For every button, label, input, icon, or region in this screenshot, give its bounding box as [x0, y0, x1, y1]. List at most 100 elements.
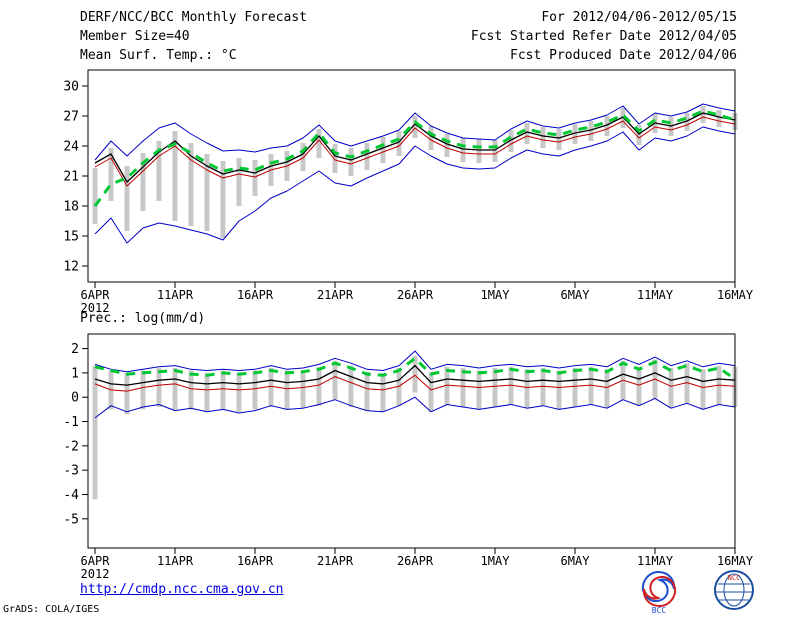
- x-tick-label: 16MAY: [717, 554, 754, 568]
- x-tick-label: 6APR: [81, 554, 111, 568]
- member-spread-bar: [588, 121, 594, 141]
- member-spread-bar: [364, 371, 370, 411]
- ncc-meridian: [723, 573, 745, 607]
- member-size-label: Member Size=40: [80, 29, 190, 44]
- x-tick-label: 21APR: [317, 288, 354, 302]
- member-spread-bar: [668, 368, 674, 409]
- ncc-outer-circle: [714, 570, 754, 610]
- member-spread-bar: [172, 131, 178, 221]
- member-spread-bar: [396, 368, 402, 406]
- y-tick-label: 0: [71, 391, 79, 406]
- member-spread-bar: [508, 366, 514, 405]
- member-spread-bar: [316, 366, 322, 406]
- forecast-period-label: For 2012/04/06-2012/05/15: [541, 10, 737, 25]
- member-spread-bar: [220, 161, 226, 238]
- member-spread-bar: [684, 363, 690, 404]
- series-control-run: [94, 116, 736, 187]
- y-tick-label: 21: [63, 170, 79, 185]
- member-spread-bar: [220, 370, 226, 410]
- y-tick-label: -3: [63, 464, 79, 479]
- x-tick-label: 11MAY: [637, 554, 674, 568]
- member-spread-bar: [460, 368, 466, 407]
- member-spread-bar: [252, 370, 258, 410]
- x-tick-label: 1MAY: [481, 288, 511, 302]
- series-observation: [93, 109, 736, 207]
- x-tick-label: 11MAY: [637, 288, 674, 302]
- member-spread-bar: [300, 143, 306, 171]
- bcc-logo-label: BCC: [652, 606, 667, 614]
- temperature-panel-title: Mean Surf. Temp.: °C: [80, 48, 237, 63]
- member-spread-bar: [204, 372, 210, 412]
- page-title: DERF/NCC/BCC Monthly Forecast: [80, 10, 307, 25]
- member-spread-bar: [492, 140, 498, 162]
- member-spread-bar: [204, 154, 210, 231]
- member-spread-bar: [348, 148, 354, 176]
- x-tick-label: 26APR: [397, 288, 434, 302]
- member-spread-bar: [108, 148, 114, 201]
- member-spread-bar: [236, 158, 242, 206]
- website-link[interactable]: http://cmdp.ncc.cma.gov.cn: [80, 582, 284, 597]
- member-spread-bar: [92, 168, 98, 224]
- produced-date-label: Fcst Produced Date 2012/04/06: [510, 48, 737, 63]
- y-tick-label: 30: [63, 80, 79, 95]
- member-spread-bar: [428, 371, 434, 412]
- y-tick-label: 1: [71, 366, 79, 381]
- member-spread-bar: [332, 360, 338, 400]
- member-spread-bar: [172, 368, 178, 410]
- x-tick-label: 6APR: [81, 288, 111, 302]
- member-spread-bar: [268, 368, 274, 407]
- x-tick-label: 21APR: [317, 554, 354, 568]
- x-tick-label: 6MAY: [561, 554, 591, 568]
- member-spread-bar: [492, 368, 498, 407]
- series-ensemble-max: [94, 350, 736, 373]
- bcc-swirl-blue: [641, 570, 676, 603]
- member-spread-bar: [684, 113, 690, 131]
- x-tick-label: 1MAY: [481, 554, 511, 568]
- refer-date-label: Fcst Started Refer Date 2012/04/05: [470, 29, 737, 44]
- y-tick-label: -2: [63, 439, 79, 454]
- member-spread-bar: [252, 160, 258, 196]
- member-spread-bar: [572, 124, 578, 144]
- y-tick-label: 2: [71, 342, 79, 357]
- member-spread-bar: [636, 366, 642, 406]
- member-spread-bar: [508, 130, 514, 152]
- member-spread-bar: [188, 143, 194, 226]
- ncc-logo-label: NCC: [728, 574, 741, 582]
- member-spread-bar: [700, 106, 706, 123]
- member-spread-bar: [236, 372, 242, 412]
- y-tick-label: 12: [63, 260, 79, 275]
- member-spread-bar: [636, 125, 642, 145]
- member-spread-bar: [364, 143, 370, 170]
- member-spread-bar: [428, 126, 434, 150]
- member-spread-bar: [524, 123, 530, 144]
- member-spread-bar: [620, 108, 626, 128]
- y-tick-label: -4: [63, 488, 79, 503]
- member-spread-bar: [380, 137, 386, 163]
- x-tick-label: 11APR: [157, 554, 194, 568]
- member-spread-bar: [476, 139, 482, 163]
- member-spread-bar: [700, 369, 706, 410]
- member-spread-bar: [540, 127, 546, 148]
- member-spread-bar: [524, 369, 530, 409]
- member-spread-bar: [572, 368, 578, 407]
- member-spread-bar: [412, 116, 418, 138]
- member-spread-bar: [380, 372, 386, 412]
- x-tick-label: 16MAY: [717, 288, 754, 302]
- member-spread-bar: [540, 368, 546, 406]
- member-spread-bar: [124, 372, 130, 415]
- member-spread-bar: [412, 355, 418, 393]
- member-spread-bar: [396, 131, 402, 156]
- member-spread-bar: [604, 116, 610, 136]
- member-spread-bar: [556, 129, 562, 150]
- member-spread-bar: [444, 134, 450, 157]
- member-spread-bar: [444, 366, 450, 405]
- y-tick-label: -5: [63, 512, 79, 527]
- series-ensemble-mean: [94, 112, 736, 183]
- member-spread-bar: [588, 366, 594, 405]
- member-spread-bar: [604, 369, 610, 409]
- member-spread-bar: [300, 370, 306, 409]
- ncc-logo-icon: NCC: [714, 570, 754, 610]
